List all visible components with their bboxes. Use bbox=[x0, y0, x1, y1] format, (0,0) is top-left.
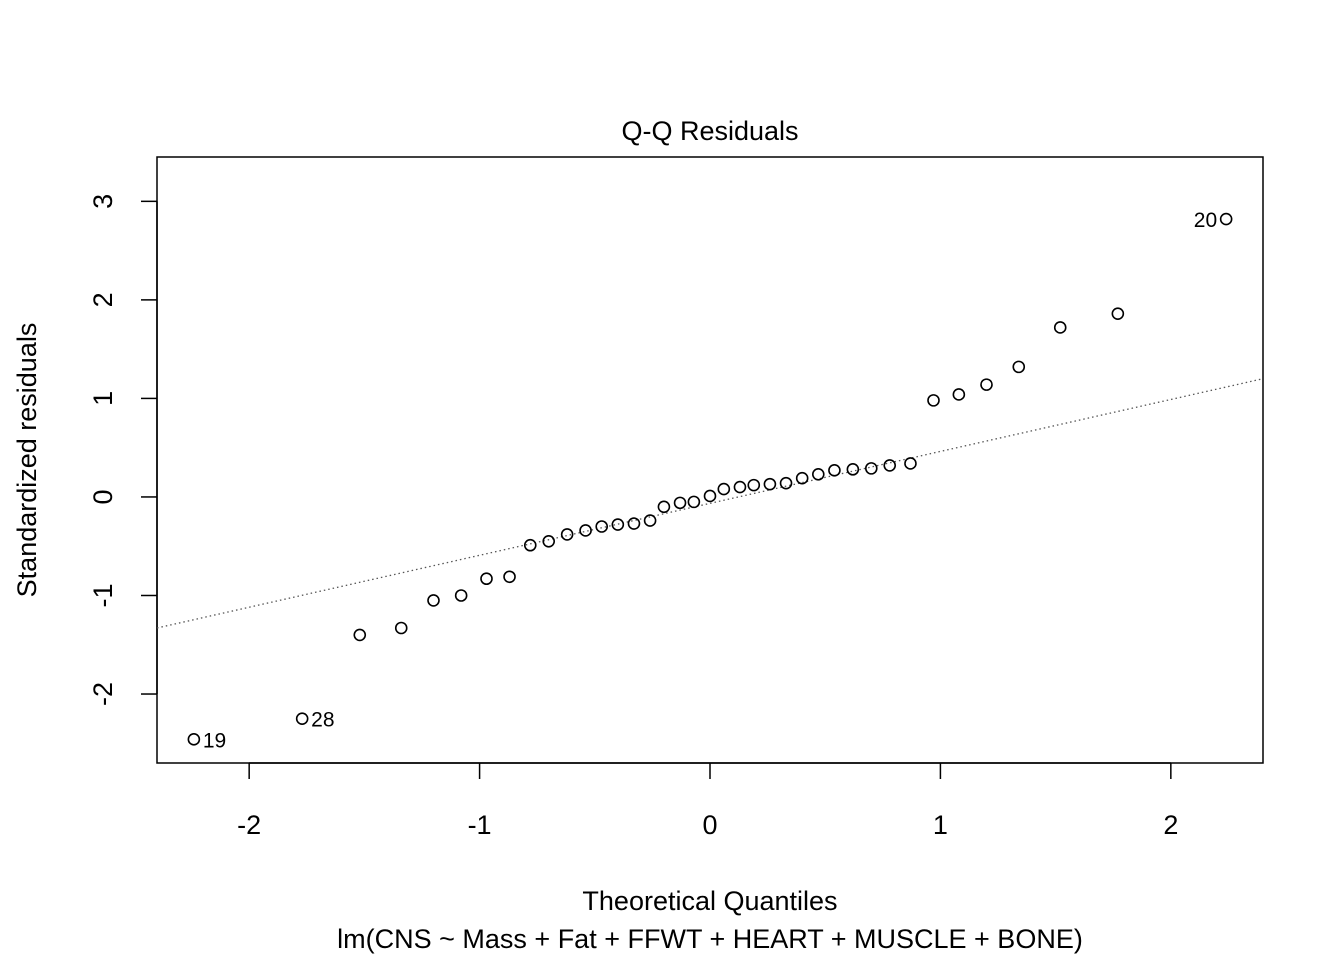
data-point bbox=[883, 459, 897, 472]
x-axis: -2 -1 0 1 2 bbox=[237, 762, 1178, 840]
data-point bbox=[846, 463, 860, 476]
data-point bbox=[763, 477, 777, 491]
data-point bbox=[828, 464, 841, 477]
data-point bbox=[673, 496, 687, 510]
data-point bbox=[454, 589, 468, 602]
data-point bbox=[795, 471, 809, 485]
data-point bbox=[980, 378, 993, 391]
y-tick-label: 2 bbox=[88, 292, 118, 307]
data-point bbox=[627, 517, 641, 530]
y-axis-label: Standardized residuals bbox=[12, 323, 42, 598]
data-point bbox=[1219, 212, 1233, 226]
x-tick-label: 0 bbox=[702, 810, 717, 840]
x-axis-label: Theoretical Quantiles bbox=[582, 886, 837, 916]
data-point bbox=[779, 476, 793, 490]
data-point bbox=[187, 733, 201, 746]
data-point bbox=[542, 534, 556, 548]
x-tick-label: 1 bbox=[933, 810, 948, 840]
chart-subtitle: lm(CNS ~ Mass + Fat + FFWT + HEART + MUS… bbox=[337, 924, 1083, 954]
qq-reference-line bbox=[156, 378, 1264, 629]
data-point bbox=[703, 489, 717, 503]
data-point bbox=[717, 482, 731, 496]
point-label: 20 bbox=[1194, 209, 1217, 232]
x-tick-label: -1 bbox=[468, 810, 492, 840]
y-tick-label: -2 bbox=[88, 682, 118, 706]
data-point bbox=[595, 520, 609, 533]
data-point bbox=[1012, 360, 1026, 374]
plot-frame bbox=[156, 156, 1264, 764]
data-point bbox=[1111, 307, 1125, 320]
data-point bbox=[579, 524, 592, 537]
data-point bbox=[733, 480, 747, 494]
data-point bbox=[927, 394, 940, 407]
data-point bbox=[523, 538, 537, 552]
data-point bbox=[864, 462, 878, 475]
data-points: 19 28 20 bbox=[187, 209, 1233, 752]
data-point bbox=[952, 388, 966, 401]
data-point bbox=[611, 518, 625, 531]
data-point bbox=[1053, 321, 1067, 334]
chart-title: Q-Q Residuals bbox=[621, 116, 798, 146]
y-tick-label: 1 bbox=[88, 391, 118, 406]
data-point bbox=[643, 514, 657, 527]
data-point bbox=[657, 500, 671, 514]
x-tick-label: 2 bbox=[1163, 810, 1178, 840]
data-point bbox=[480, 572, 493, 586]
point-label: 28 bbox=[311, 709, 334, 732]
data-point bbox=[394, 621, 408, 635]
data-point bbox=[503, 570, 516, 584]
x-tick-label: -2 bbox=[237, 810, 261, 840]
data-point bbox=[295, 712, 309, 725]
y-tick-label: 3 bbox=[88, 194, 118, 209]
data-point bbox=[560, 528, 574, 541]
data-point bbox=[811, 467, 825, 481]
data-point bbox=[747, 478, 761, 492]
data-point bbox=[353, 628, 367, 642]
data-point bbox=[687, 495, 701, 509]
y-tick-label: -1 bbox=[88, 583, 118, 607]
point-label: 19 bbox=[203, 729, 226, 752]
data-point bbox=[427, 594, 440, 607]
y-axis: -2 -1 0 1 2 3 bbox=[88, 194, 158, 706]
data-point bbox=[904, 457, 917, 470]
y-tick-label: 0 bbox=[88, 489, 118, 504]
